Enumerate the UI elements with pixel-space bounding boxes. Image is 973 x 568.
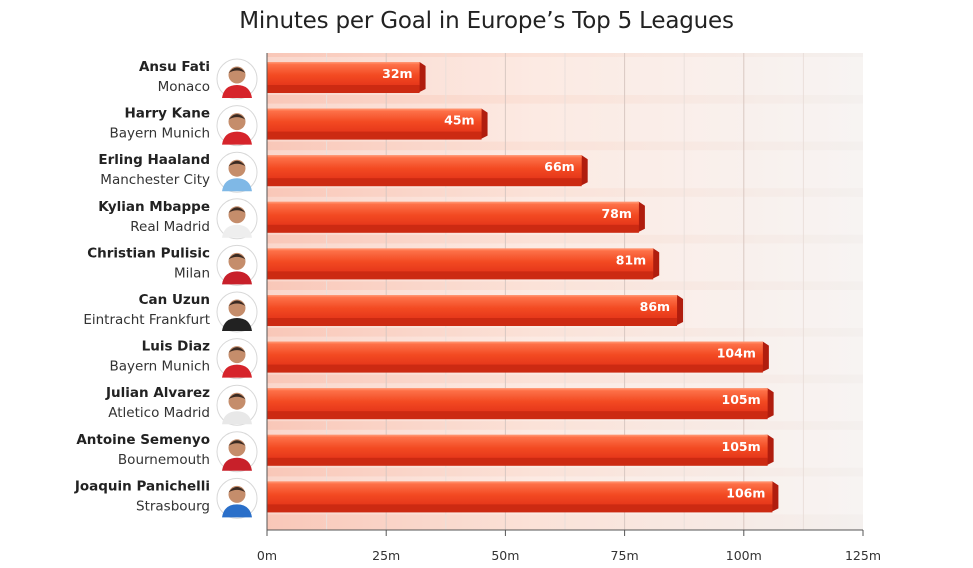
team-name: Bayern Munich [110, 126, 210, 142]
hair-icon [228, 440, 246, 446]
hair-icon [228, 114, 246, 120]
player-name: Kylian Mbappe [98, 199, 210, 215]
bar [267, 341, 763, 366]
bar [267, 388, 768, 413]
player-name: Erling Haaland [98, 152, 210, 168]
hair-icon [228, 207, 246, 213]
bar-highlight [267, 155, 582, 159]
bar-highlight [267, 434, 768, 438]
bar-highlight [267, 108, 482, 112]
bar [267, 295, 678, 319]
bar-bottom [267, 271, 654, 280]
jersey-icon [222, 85, 252, 98]
team-name: Bayern Munich [110, 359, 210, 375]
x-tick-label: 50m [491, 548, 519, 563]
bar-value-label: 104m [717, 346, 756, 361]
bar-highlight [267, 295, 678, 298]
player-name: Can Uzun [139, 292, 210, 308]
team-name: Manchester City [100, 172, 210, 188]
hair-icon [228, 67, 246, 73]
bar-bottom [267, 85, 420, 93]
player-avatar [216, 58, 258, 100]
hair-icon [228, 486, 246, 493]
jersey-icon [222, 178, 252, 192]
player-avatar [216, 198, 258, 240]
bar [267, 155, 582, 180]
hair-icon [228, 300, 246, 306]
player-name: Luis Diaz [142, 339, 211, 355]
bar-value-label: 105m [722, 392, 761, 407]
team-name: Monaco [158, 79, 210, 95]
jersey-icon [222, 457, 252, 471]
player-avatar [216, 477, 258, 519]
player-name: Christian Pulisic [87, 245, 210, 261]
hair-icon [228, 160, 246, 167]
bar-highlight [267, 62, 420, 65]
bar [267, 481, 773, 506]
player-avatar [216, 291, 258, 333]
player-avatar [216, 105, 258, 147]
bar-bottom [267, 224, 639, 233]
team-name: Eintracht Frankfurt [83, 312, 210, 328]
x-tick-label: 0m [257, 548, 277, 563]
bar-value-label: 45m [444, 113, 474, 128]
jersey-icon [222, 131, 252, 145]
bar-highlight [267, 481, 773, 485]
player-name: Harry Kane [124, 106, 210, 122]
player-name: Joaquin Panichelli [74, 478, 210, 494]
bar [267, 201, 639, 226]
team-name: Real Madrid [130, 219, 210, 235]
bar-value-label: 86m [640, 299, 670, 314]
jersey-icon [222, 411, 252, 425]
player-avatar [216, 431, 258, 473]
x-tick-label: 75m [611, 548, 639, 563]
chart-title: Minutes per Goal in Europe’s Top 5 Leagu… [239, 8, 734, 34]
bar-bottom [267, 457, 768, 466]
player-avatar [216, 151, 258, 193]
player-avatar [216, 384, 258, 426]
bar-bottom [267, 318, 678, 326]
bar-bottom [267, 411, 768, 420]
bar-value-label: 105m [722, 439, 761, 454]
bar-highlight [267, 388, 768, 392]
bar-bottom [267, 364, 763, 373]
bar-bottom [267, 504, 773, 513]
jersey-icon [222, 364, 252, 378]
bar-value-label: 81m [616, 252, 646, 267]
x-tick-label: 125m [845, 548, 881, 563]
player-avatar [216, 338, 258, 380]
x-tick-label: 100m [726, 548, 762, 563]
bar [267, 434, 768, 459]
player-name: Ansu Fati [139, 59, 210, 75]
hair-icon [228, 347, 246, 353]
bar-highlight [267, 201, 639, 205]
hair-icon [228, 393, 246, 400]
bar-value-label: 66m [544, 159, 574, 174]
jersey-icon [222, 318, 252, 331]
player-avatar [216, 244, 258, 286]
team-name: Strasbourg [136, 498, 210, 514]
jersey-icon [222, 224, 252, 238]
bar-bottom [267, 131, 482, 140]
jersey-icon [222, 271, 252, 285]
bar-value-label: 106m [726, 485, 765, 500]
player-name: Julian Alvarez [105, 385, 210, 401]
jersey-icon [222, 504, 252, 518]
team-name: Milan [174, 265, 210, 281]
bar-highlight [267, 248, 654, 252]
bar [267, 108, 482, 133]
team-name: Bournemouth [118, 452, 210, 468]
bar [267, 248, 654, 273]
bar-value-label: 78m [601, 206, 631, 221]
bar [267, 62, 420, 86]
team-name: Atletico Madrid [108, 405, 210, 421]
bar-value-label: 32m [382, 66, 412, 81]
hair-icon [228, 253, 246, 260]
player-name: Antoine Semenyo [76, 432, 210, 448]
bar-bottom [267, 178, 582, 187]
bar-highlight [267, 341, 763, 345]
x-tick-label: 25m [372, 548, 400, 563]
